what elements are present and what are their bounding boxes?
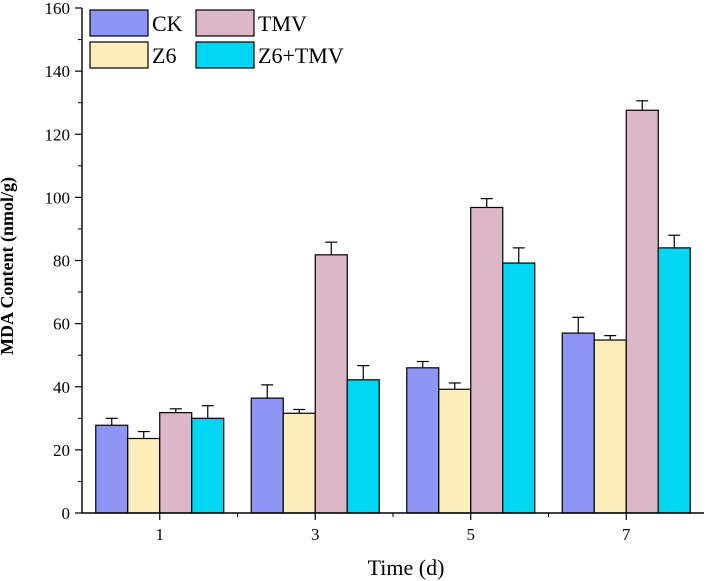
error-bar-z6-tmv-day-3 — [357, 365, 370, 380]
x-tick-label-3: 3 — [311, 525, 320, 544]
bar-ck-day-5 — [406, 367, 440, 514]
error-bars — [105, 100, 681, 439]
bar-ck-day-1 — [95, 424, 129, 514]
bar-z6-tmv-day-5 — [502, 262, 536, 514]
bar-tmv-day-1 — [159, 412, 193, 514]
error-bar-ck-day-5 — [416, 360, 429, 368]
x-axis-title: Time (d) — [368, 555, 445, 580]
legend-label-ck: CK — [152, 11, 183, 36]
error-bar-z6-day-7 — [604, 335, 617, 341]
error-bar-ck-day-1 — [105, 417, 118, 426]
legend-label-z6-tmv: Z6+TMV — [258, 43, 344, 68]
bar-tmv-day-7 — [625, 109, 659, 514]
error-bar-ck-day-3 — [261, 384, 274, 399]
legend: CK TMV Z6 Z6+TMV — [89, 9, 344, 69]
bar-tmv-day-3 — [314, 254, 348, 514]
legend-label-tmv: TMV — [258, 11, 307, 36]
legend-item-tmv: TMV — [195, 9, 307, 37]
error-bar-z6-tmv-day-1 — [201, 405, 214, 419]
bars — [95, 109, 691, 514]
y-tick-label-60: 60 — [53, 315, 70, 334]
y-tick-label-80: 80 — [53, 252, 70, 271]
y-tick-label-100: 100 — [45, 188, 71, 207]
y-tick-label-120: 120 — [45, 125, 71, 144]
legend-swatch-z6-tmv — [195, 41, 255, 69]
error-bar-z6-tmv-day-5 — [512, 247, 525, 264]
legend-swatch-ck — [89, 9, 149, 37]
y-tick-label-140: 140 — [45, 62, 71, 81]
legend-item-z6: Z6 — [89, 41, 176, 69]
bar-z6-day-3 — [282, 412, 316, 514]
bar-z6-tmv-day-7 — [657, 247, 691, 514]
y-tick-label-40: 40 — [53, 378, 70, 397]
legend-item-z6-tmv: Z6+TMV — [195, 41, 344, 69]
y-axis-title: MDA Content (nmol/g) — [0, 177, 18, 355]
bar-z6-tmv-day-1 — [191, 417, 225, 514]
axes: 0 20 40 60 80 100 120 140 160 1 3 5 7 — [45, 0, 704, 544]
legend-swatch-z6 — [89, 41, 149, 69]
bar-tmv-day-5 — [470, 206, 504, 514]
error-bar-z6-tmv-day-7 — [668, 234, 681, 248]
bar-z6-day-7 — [593, 339, 627, 514]
error-bar-z6-day-1 — [137, 430, 150, 439]
bar-z6-day-1 — [127, 437, 161, 514]
y-tick-label-160: 160 — [45, 0, 71, 18]
error-bar-tmv-day-7 — [636, 100, 649, 111]
bar-z6-tmv-day-3 — [346, 379, 380, 514]
error-bar-tmv-day-1 — [169, 408, 182, 413]
legend-item-ck: CK — [89, 9, 183, 37]
error-bar-z6-day-5 — [448, 382, 461, 390]
y-tick-label-0: 0 — [62, 504, 71, 523]
error-bar-ck-day-7 — [572, 316, 585, 334]
error-bar-tmv-day-5 — [480, 198, 493, 208]
x-tick-label-5: 5 — [467, 525, 476, 544]
x-tick-label-1: 1 — [156, 525, 165, 544]
error-bar-z6-day-3 — [293, 408, 306, 414]
bar-ck-day-3 — [250, 397, 284, 514]
legend-swatch-tmv — [195, 9, 255, 37]
bar-z6-day-5 — [438, 388, 472, 514]
legend-label-z6: Z6 — [152, 43, 176, 68]
x-tick-label-7: 7 — [622, 525, 631, 544]
bar-ck-day-7 — [561, 332, 595, 514]
y-tick-label-20: 20 — [53, 441, 70, 460]
error-bar-tmv-day-3 — [325, 241, 338, 255]
